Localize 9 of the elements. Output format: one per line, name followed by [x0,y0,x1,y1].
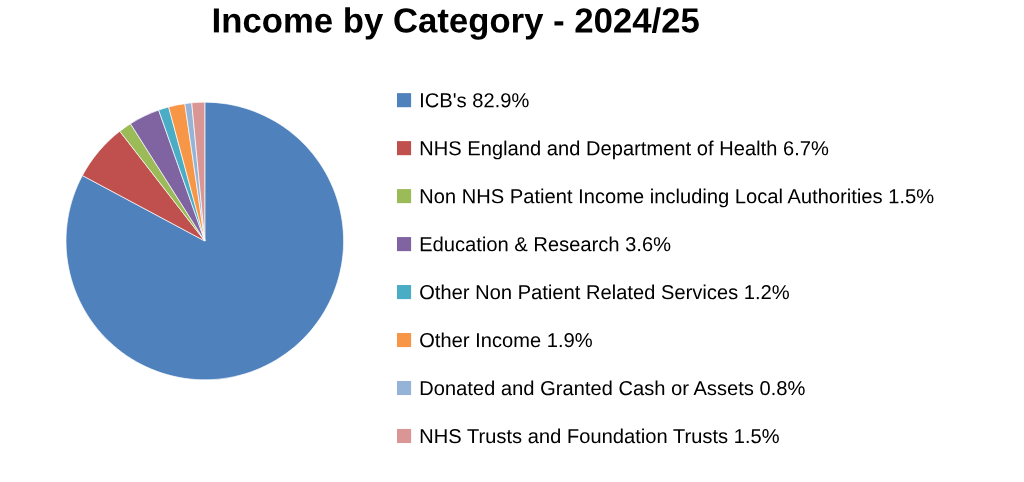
legend-label: ICB's 82.9% [421,93,529,108]
legend-label: Education & Research 3.6% [420,236,671,252]
legend-label: Non NHS Patient Income including Local Authorities 1.5% [420,188,934,208]
legend-label: NHS Trusts and Foundation Trusts 1.5% [420,428,779,444]
legend-label: Other Income 1.9% [420,332,592,348]
legend-label: NHS England and Department of Health 6.7% [420,140,829,160]
legend-label: Other Non Patient Related Services 1.2% [420,284,789,300]
chart-title: Income by Category - 2024/25 [213,7,699,40]
legend-label: Donated and Granted Cash or Assets 0.8% [420,380,805,396]
